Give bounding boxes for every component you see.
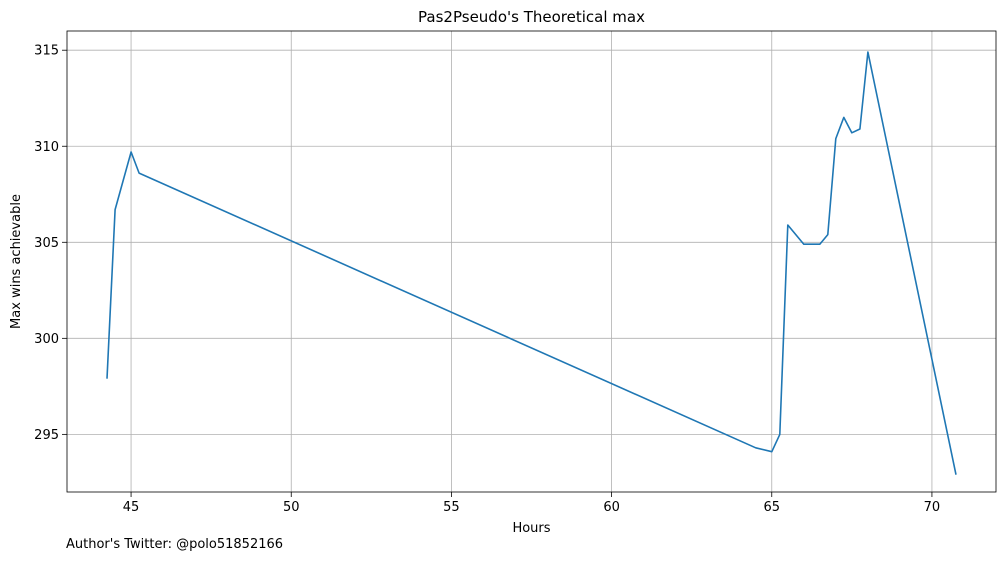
- x-tick-label: 65: [763, 500, 780, 515]
- y-tick-label: 310: [34, 140, 59, 155]
- x-axis-ticks: 45 50 55 60 65 70: [123, 492, 940, 515]
- x-tick-label: 55: [443, 500, 460, 515]
- x-axis-label: Hours: [512, 521, 550, 536]
- y-axis-ticks: 295 300 305 310 315: [34, 44, 67, 443]
- x-tick-label: 50: [283, 500, 300, 515]
- y-tick-label: 305: [34, 236, 59, 251]
- y-axis-label: Max wins achievable: [9, 194, 24, 329]
- series-line: [106, 51, 957, 475]
- x-tick-label: 70: [924, 500, 941, 515]
- y-tick-label: 300: [34, 332, 59, 347]
- chart-title: Pas2Pseudo's Theoretical max: [418, 8, 645, 26]
- y-tick-label: 315: [34, 44, 59, 59]
- y-tick-label: 295: [34, 428, 59, 443]
- plot-frame: [66, 30, 997, 493]
- author-footnote: Author's Twitter: @polo51852166: [66, 537, 284, 552]
- grid-lines: [67, 31, 996, 492]
- x-tick-label: 45: [123, 500, 140, 515]
- x-tick-label: 60: [603, 500, 620, 515]
